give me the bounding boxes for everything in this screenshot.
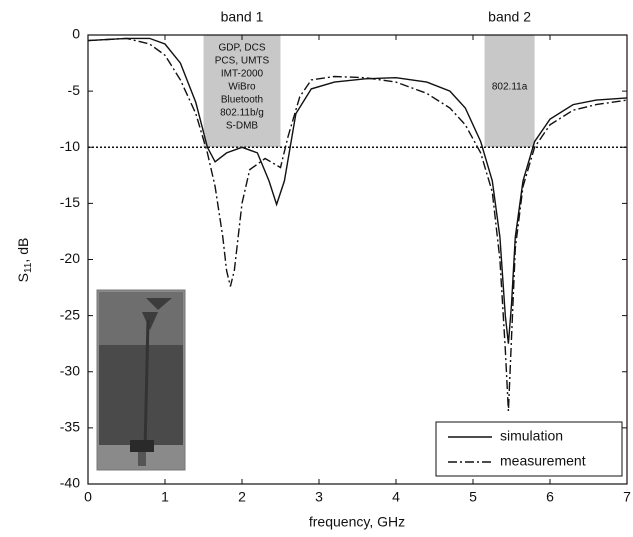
bands	[203, 35, 535, 148]
frequency-band	[203, 35, 281, 148]
y-axis-label-sub: 11	[23, 262, 34, 273]
connector	[138, 452, 146, 466]
x-tick-label: 3	[315, 489, 323, 505]
x-tick-label: 7	[623, 489, 631, 505]
antenna-patch	[146, 298, 172, 310]
x-tick-label: 5	[469, 489, 477, 505]
band-service: IMT-2000	[221, 69, 264, 80]
y-tick-label: -10	[60, 138, 80, 154]
substrate	[99, 292, 183, 345]
y-tick-label: -35	[60, 419, 80, 435]
plot-frame	[87, 34, 628, 485]
x-tick-label: 4	[392, 489, 400, 505]
x-axis-label: frequency, GHz	[309, 514, 405, 530]
y-axis-label-unit: , dB	[15, 238, 31, 263]
band-label: band 2	[488, 9, 531, 25]
x-tick-label: 2	[238, 489, 246, 505]
legend-box	[435, 421, 623, 477]
y-tick-label: -25	[60, 306, 80, 322]
connector	[130, 440, 154, 452]
series-line	[87, 37, 628, 344]
ground-plane	[99, 345, 183, 445]
y-tick-label: -15	[60, 194, 80, 210]
band-label: band 1	[221, 9, 264, 25]
band-service: GDP, DCS	[218, 43, 265, 54]
antenna-patch	[142, 312, 158, 330]
plot	[87, 34, 628, 485]
y-tick-label: -5	[68, 82, 81, 98]
legend-label: simulation	[500, 428, 563, 444]
antenna-photo	[96, 289, 186, 471]
band-service: WiBro	[228, 82, 256, 93]
x-tick-label: 0	[84, 489, 92, 505]
band-service: PCS, UMTS	[215, 56, 270, 67]
band-service: Bluetooth	[221, 95, 263, 106]
y-tick-label: -40	[60, 475, 80, 491]
y-tick-label: -30	[60, 362, 80, 378]
frequency-band	[484, 35, 535, 148]
x-tick-label: 1	[161, 489, 169, 505]
y-axis-label: S11, dB	[15, 238, 34, 283]
feed-line	[143, 319, 150, 451]
x-tick-label: 6	[546, 489, 554, 505]
series-line	[87, 37, 628, 412]
y-tick-label: 0	[72, 26, 80, 42]
band-service: S-DMB	[226, 121, 259, 132]
y-axis-label-main: S	[15, 273, 31, 282]
legend-label: measurement	[500, 453, 586, 469]
legend: simulation measurement	[435, 421, 623, 477]
y-tick-label: -20	[60, 250, 80, 266]
band-service: 802.11b/g	[220, 108, 264, 119]
band-service: 802.11a	[492, 82, 528, 93]
